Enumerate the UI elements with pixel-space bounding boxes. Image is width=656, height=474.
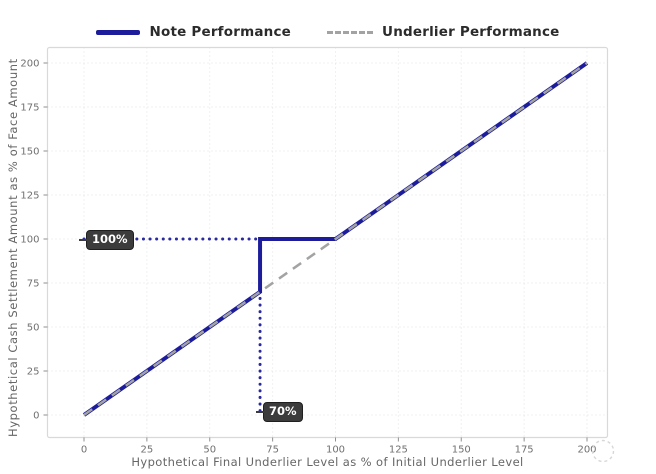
x-tick-label: 175	[515, 445, 534, 456]
y-tick-label: 125	[20, 191, 39, 202]
underlier-line-swatch-icon	[327, 30, 374, 34]
faint-circle-watermark	[591, 439, 615, 463]
x-tick-label: 150	[452, 445, 471, 456]
x-tick-label: 100	[326, 445, 345, 456]
underlier-performance-line	[83, 61, 588, 417]
annotation-connector	[79, 238, 87, 241]
y-tick-label: 150	[20, 147, 39, 158]
x-axis-title: Hypothetical Final Underlier Level as % …	[131, 455, 524, 469]
y-tick-label: 175	[20, 103, 39, 114]
y-tick-label: 100	[20, 235, 39, 246]
legend-label-underlier: Underlier Performance	[382, 24, 560, 40]
x-tick-label: 75	[266, 445, 279, 456]
annotation-100-text: 100%	[92, 231, 128, 246]
y-tick-label: 0	[33, 411, 39, 422]
y-tick-label: 25	[27, 367, 40, 378]
plot-border	[46, 46, 609, 439]
chart-legend: Note Performance Underlier Performance	[0, 22, 656, 42]
x-tick-label: 125	[389, 445, 408, 456]
annotation-connector	[256, 410, 264, 413]
x-tick-label: 0	[81, 445, 87, 456]
y-axis-title: Hypothetical Cash Settlement Amount as %…	[6, 58, 20, 437]
legend-item-underlier-performance: Underlier Performance	[327, 24, 559, 40]
x-tick-label: 50	[203, 445, 216, 456]
y-tick-label: 50	[27, 323, 40, 334]
note-line-swatch-icon	[96, 29, 141, 35]
annotation-100-percent: 100%	[79, 230, 134, 250]
legend-label-note: Note Performance	[149, 24, 292, 40]
x-tick-label: 200	[577, 445, 596, 456]
x-tick-label: 25	[141, 445, 154, 456]
legend-item-note-performance: Note Performance	[96, 24, 291, 40]
annotation-70-percent: 70%	[256, 402, 303, 422]
y-tick-label: 200	[20, 59, 39, 70]
y-tick-label: 75	[27, 279, 40, 290]
annotation-70-text: 70%	[269, 403, 297, 418]
